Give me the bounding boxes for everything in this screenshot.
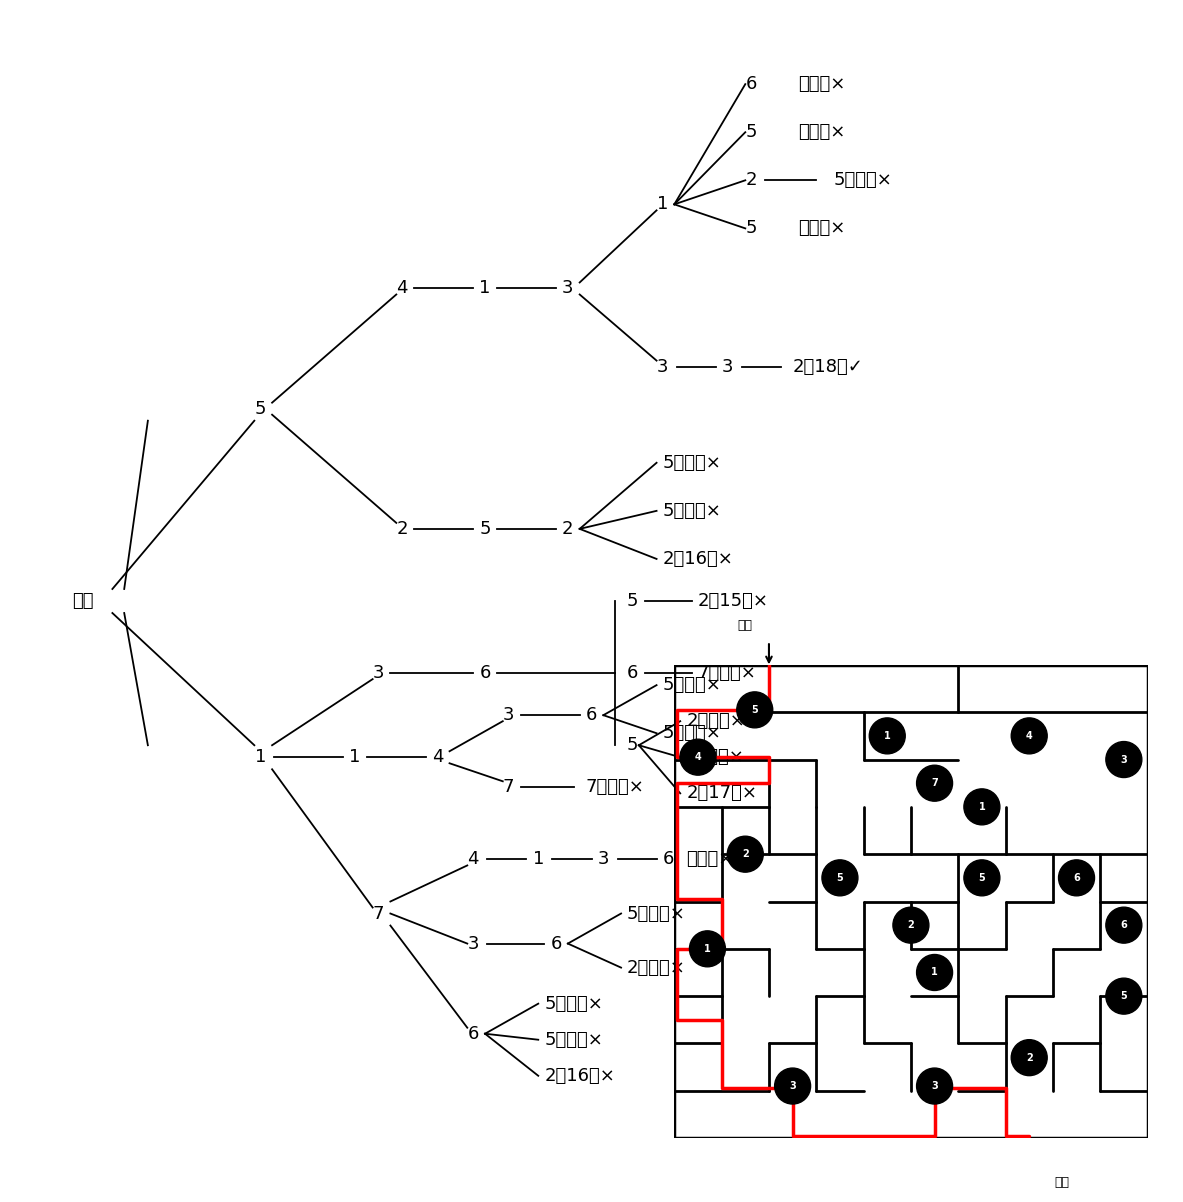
Text: 7: 7 xyxy=(503,779,515,796)
Text: 2（15）×: 2（15）× xyxy=(698,593,769,609)
Text: 1: 1 xyxy=(349,749,361,766)
Text: 1: 1 xyxy=(657,196,668,213)
Circle shape xyxy=(1106,908,1142,944)
Text: 5（超）×: 5（超）× xyxy=(627,905,686,922)
Text: 5: 5 xyxy=(751,704,758,715)
Text: 1: 1 xyxy=(884,731,891,740)
Text: 5: 5 xyxy=(745,124,757,141)
Text: 2: 2 xyxy=(562,520,574,537)
Text: 3: 3 xyxy=(657,358,668,375)
Text: 5: 5 xyxy=(627,593,639,609)
Text: 1: 1 xyxy=(978,802,985,811)
Text: 5（超）×: 5（超）× xyxy=(544,1031,603,1048)
Text: （超）×: （超）× xyxy=(799,220,846,237)
Text: 5（超）×: 5（超）× xyxy=(662,454,722,471)
Text: 5（超）×: 5（超）× xyxy=(834,172,893,189)
Text: 2: 2 xyxy=(745,172,757,189)
Text: 2（16）×: 2（16）× xyxy=(544,1067,615,1084)
Circle shape xyxy=(737,692,772,728)
Text: 6: 6 xyxy=(467,1025,479,1042)
Text: 5: 5 xyxy=(836,873,843,882)
Text: 6: 6 xyxy=(1073,873,1080,882)
Text: 2: 2 xyxy=(396,520,408,537)
Text: 5: 5 xyxy=(627,737,639,754)
Text: 入口: 入口 xyxy=(72,593,93,609)
Text: 5: 5 xyxy=(479,520,491,537)
Text: 5: 5 xyxy=(254,400,266,417)
Circle shape xyxy=(917,1069,952,1103)
Text: 3: 3 xyxy=(789,1081,796,1091)
Text: 2: 2 xyxy=(742,849,749,859)
Text: 6: 6 xyxy=(550,935,562,952)
Text: 4: 4 xyxy=(1026,731,1033,740)
Text: 出口: 出口 xyxy=(1055,1176,1069,1189)
Text: 1: 1 xyxy=(254,749,266,766)
Text: 5（超）×: 5（超）× xyxy=(662,725,722,742)
Text: （超）×: （超）× xyxy=(799,124,846,141)
Text: 5（超）×: 5（超）× xyxy=(544,995,603,1012)
Text: 3: 3 xyxy=(1120,755,1127,764)
Text: 7: 7 xyxy=(373,905,384,922)
Text: 2（16）×: 2（16）× xyxy=(662,551,733,567)
Circle shape xyxy=(917,954,952,990)
Text: 3: 3 xyxy=(597,851,609,868)
Text: （超）×: （超）× xyxy=(799,76,846,93)
Text: 2: 2 xyxy=(1026,1053,1033,1063)
Circle shape xyxy=(680,739,716,775)
Text: 5（超）×: 5（超）× xyxy=(662,502,722,519)
Circle shape xyxy=(917,766,952,802)
Text: 2（超）×: 2（超）× xyxy=(627,959,686,976)
Text: 3: 3 xyxy=(722,358,733,375)
Text: （超）×: （超）× xyxy=(686,851,733,868)
Text: 3: 3 xyxy=(562,280,574,297)
Text: 6: 6 xyxy=(662,851,674,868)
Circle shape xyxy=(1106,978,1142,1014)
Text: 4: 4 xyxy=(694,752,702,762)
Circle shape xyxy=(870,718,905,754)
Text: 7（超）×: 7（超）× xyxy=(586,779,645,796)
Circle shape xyxy=(690,930,725,966)
Text: 1: 1 xyxy=(931,968,938,977)
Circle shape xyxy=(1059,859,1094,895)
Circle shape xyxy=(1011,718,1047,754)
Text: 1: 1 xyxy=(532,851,544,868)
Text: 1: 1 xyxy=(704,944,711,954)
Text: 6: 6 xyxy=(627,665,639,682)
Circle shape xyxy=(775,1069,810,1103)
Text: 4: 4 xyxy=(467,851,479,868)
Text: 7（超）×: 7（超）× xyxy=(698,665,757,682)
Text: 4: 4 xyxy=(432,749,444,766)
Text: 3: 3 xyxy=(931,1081,938,1091)
Text: 2（17）×: 2（17）× xyxy=(686,785,757,802)
Text: 3: 3 xyxy=(467,935,479,952)
Circle shape xyxy=(822,859,858,895)
Text: 2: 2 xyxy=(907,921,914,930)
Text: 5: 5 xyxy=(978,873,985,882)
Text: 3: 3 xyxy=(373,665,384,682)
Circle shape xyxy=(1106,742,1142,778)
Text: 6: 6 xyxy=(479,665,491,682)
Text: 5: 5 xyxy=(745,220,757,237)
Text: 5（定）×: 5（定）× xyxy=(662,677,722,694)
Text: 2（超）×: 2（超）× xyxy=(686,713,745,730)
Text: 5: 5 xyxy=(1120,992,1127,1001)
Text: 1: 1 xyxy=(479,280,491,297)
Text: 3: 3 xyxy=(503,707,515,724)
Circle shape xyxy=(964,859,1000,895)
Circle shape xyxy=(964,789,1000,825)
Text: 7: 7 xyxy=(931,778,938,789)
Text: 3（超）×: 3（超）× xyxy=(686,749,745,766)
Text: 入口: 入口 xyxy=(738,619,752,632)
Text: 6: 6 xyxy=(745,76,757,93)
Text: 6: 6 xyxy=(1120,921,1127,930)
Circle shape xyxy=(893,908,929,944)
Circle shape xyxy=(728,837,763,873)
Circle shape xyxy=(1011,1040,1047,1076)
Text: 6: 6 xyxy=(586,707,597,724)
Text: 2（18）✓: 2（18）✓ xyxy=(793,358,864,375)
Text: 4: 4 xyxy=(396,280,408,297)
